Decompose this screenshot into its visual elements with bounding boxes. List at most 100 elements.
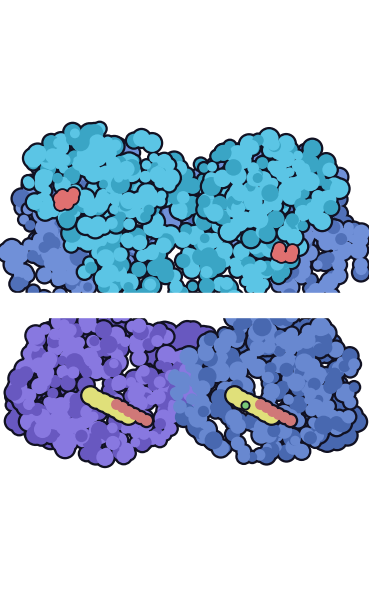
Point (36, 178, 42, 188)
Point (238, 178, 244, 187)
Point (292, 230, 297, 239)
Point (220, 148, 226, 158)
Point (90, 349, 96, 359)
Point (32, 383, 38, 393)
Point (155, 353, 161, 362)
Point (82, 354, 88, 364)
Point (97, 425, 103, 435)
Point (166, 326, 172, 336)
Point (319, 217, 325, 226)
Point (293, 378, 299, 388)
Point (112, 404, 118, 413)
Point (34, 375, 40, 385)
Point (170, 413, 176, 423)
Point (255, 204, 261, 214)
Point (145, 328, 151, 338)
Point (108, 286, 114, 295)
Point (148, 202, 154, 212)
Point (63, 342, 69, 352)
Point (96, 199, 102, 209)
Point (73, 349, 79, 358)
Point (293, 227, 299, 237)
Point (109, 264, 115, 274)
Point (235, 184, 241, 193)
Point (218, 353, 224, 363)
Point (184, 407, 190, 416)
Point (96, 245, 102, 255)
Point (169, 331, 175, 340)
Point (320, 336, 326, 346)
Point (113, 220, 119, 229)
Point (298, 360, 304, 370)
Point (232, 193, 238, 202)
Point (300, 259, 306, 269)
Point (73, 427, 79, 437)
Point (256, 320, 262, 330)
Point (219, 221, 225, 231)
Point (193, 212, 199, 222)
Point (52, 141, 58, 151)
Point (304, 376, 310, 385)
Point (149, 189, 155, 199)
Point (323, 199, 329, 209)
Point (256, 210, 262, 220)
Point (157, 359, 163, 369)
Point (315, 195, 321, 205)
Point (66, 214, 72, 224)
Point (299, 358, 305, 368)
Point (68, 214, 74, 224)
Point (30, 287, 36, 296)
Point (82, 392, 88, 402)
Point (242, 205, 248, 215)
Point (305, 238, 311, 248)
Point (279, 227, 284, 237)
Point (231, 413, 237, 422)
Point (69, 350, 75, 360)
Point (203, 431, 209, 441)
Point (299, 359, 305, 369)
Point (139, 292, 145, 301)
Point (183, 343, 189, 352)
Point (57, 272, 63, 281)
Point (311, 208, 317, 218)
Point (189, 399, 194, 409)
Point (96, 245, 102, 255)
Point (325, 198, 331, 208)
Point (342, 413, 348, 423)
Point (158, 196, 164, 205)
Point (309, 207, 315, 217)
Point (353, 415, 359, 424)
Point (173, 383, 179, 392)
Point (272, 237, 277, 247)
Point (183, 340, 189, 349)
Point (237, 374, 242, 383)
Point (248, 268, 254, 277)
Point (336, 184, 342, 193)
Point (290, 255, 296, 265)
Point (270, 338, 276, 347)
Point (316, 370, 322, 380)
Point (134, 229, 140, 239)
Point (263, 245, 269, 255)
Point (231, 391, 237, 400)
Point (114, 439, 120, 448)
Point (317, 322, 323, 332)
Point (171, 272, 177, 281)
Point (77, 158, 83, 168)
Point (320, 394, 325, 404)
Point (155, 200, 161, 209)
Point (109, 264, 115, 274)
Point (83, 359, 89, 368)
Point (311, 407, 317, 416)
Point (316, 350, 322, 359)
Point (39, 220, 45, 230)
Point (68, 241, 74, 250)
Point (139, 251, 145, 260)
Point (210, 356, 216, 365)
Point (67, 364, 73, 374)
Point (214, 440, 220, 450)
Point (22, 365, 28, 374)
Point (41, 294, 47, 304)
Point (239, 170, 245, 180)
Point (242, 181, 248, 191)
